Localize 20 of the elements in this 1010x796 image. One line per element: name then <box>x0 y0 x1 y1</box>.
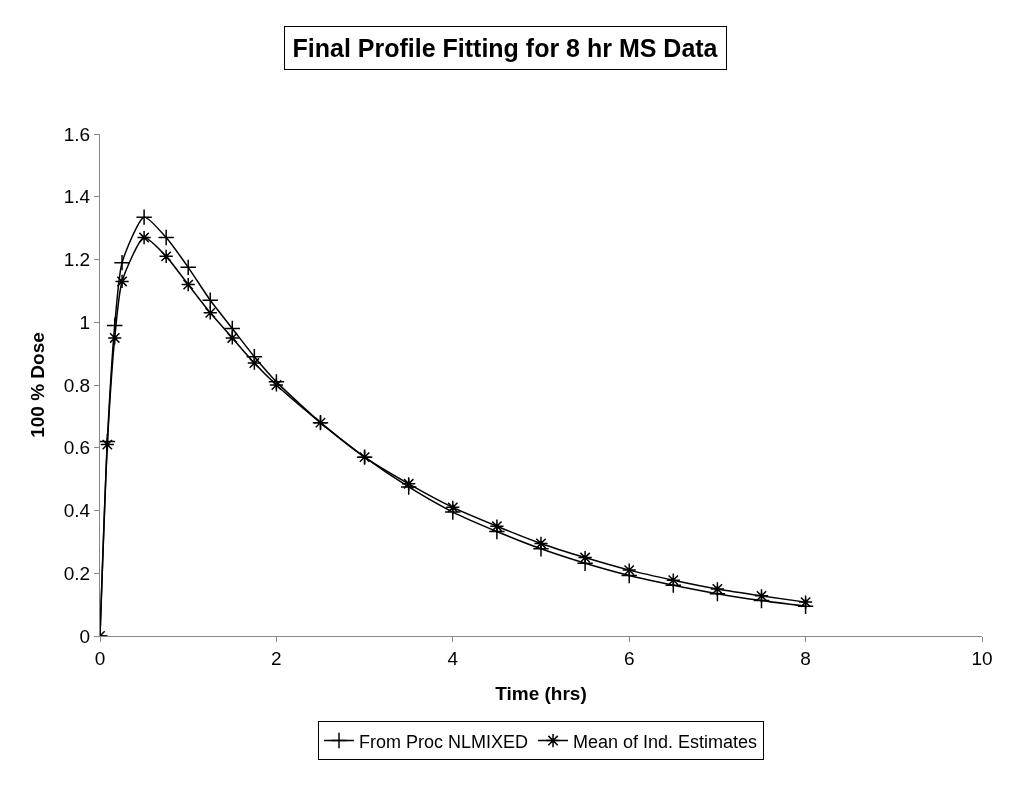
x-axis-title: Time (hrs) <box>495 682 587 704</box>
x-tick-label: 10 <box>971 647 993 669</box>
y-tick-label: 0.2 <box>63 562 91 584</box>
y-tick-label: 1 <box>79 311 91 333</box>
y-tick-label: 0 <box>79 625 91 647</box>
legend-label: From Proc NLMIXED <box>359 731 529 752</box>
x-tick-label: 4 <box>447 647 459 669</box>
y-tick-label: 0.6 <box>63 437 91 459</box>
y-axis-title: 100 % Dose <box>26 332 48 438</box>
x-tick-label: 8 <box>800 647 811 669</box>
y-tick-label: 1.2 <box>63 249 91 271</box>
y-tick-label: 1.4 <box>63 186 91 208</box>
x-tick-label: 2 <box>271 647 282 669</box>
chart-title: Final Profile Fitting for 8 hr MS Data <box>292 33 719 62</box>
y-tick-label: 0.8 <box>63 374 91 396</box>
y-tick-label: 0.4 <box>63 500 91 522</box>
legend-label: Mean of Ind. Estimates <box>573 731 758 752</box>
x-tick-label: 6 <box>623 647 635 669</box>
x-tick-label: 0 <box>94 647 106 669</box>
y-tick-label: 1.6 <box>63 123 91 145</box>
